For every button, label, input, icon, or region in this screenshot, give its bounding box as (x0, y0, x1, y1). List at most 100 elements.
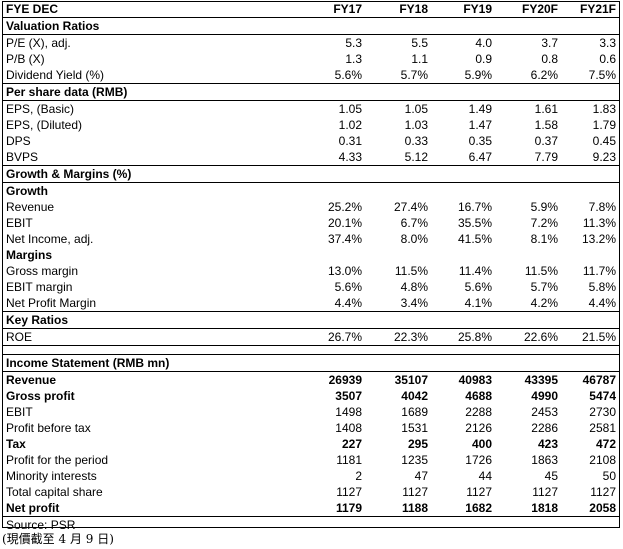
cell-value: 40983 (458, 373, 492, 387)
cell-value: 0.37 (534, 134, 558, 148)
cell-value: 1.02 (338, 118, 362, 132)
cell-value: 26.7% (302, 328, 366, 346)
row-label: EBIT (6, 216, 33, 230)
section-title: Per share data (RMB) (2, 83, 620, 101)
row-label: P/E (X), adj. (6, 36, 71, 50)
row-label: ROE (2, 328, 302, 346)
table-row: P/B (X) 1.3 1.1 0.9 0.8 0.6 (2, 51, 620, 67)
section-header: Growth & Margins (%) (2, 165, 620, 183)
cell-value: 2730 (589, 405, 616, 419)
cell-value: 2126 (465, 421, 492, 435)
cell-value: 1.47 (468, 118, 492, 132)
cell-value: 20.1% (327, 216, 362, 230)
cell-value: 1.05 (338, 102, 362, 116)
cell-value: 7.2% (530, 216, 558, 230)
year-header: FY19 (432, 1, 496, 18)
cell-value: 2 (355, 469, 362, 483)
cell-value: 227 (341, 437, 362, 451)
cell-value: 5.7% (400, 68, 428, 82)
fiscal-year-label: FYE DEC (2, 1, 302, 18)
cell-value: 35107 (394, 373, 428, 387)
cell-value: 0.6 (599, 52, 616, 66)
row-label: BVPS (6, 150, 39, 164)
cell-value: 26939 (328, 373, 362, 387)
spacer-cell (2, 346, 620, 355)
table-row: Minority interests 2 47 44 45 50 (2, 468, 620, 484)
cell-value: 0.8 (541, 52, 558, 66)
table-row: Dividend Yield (%) 5.6% 5.7% 5.9% 6.2% 7.5% (2, 67, 620, 84)
cell-value: 1863 (531, 453, 558, 467)
cell-value: 0.45 (592, 134, 616, 148)
cell-value: 46787 (582, 373, 616, 387)
cell-value: 45 (544, 469, 558, 483)
section-title: Growth & Margins (%) (2, 165, 620, 183)
cell-value: 6.7% (400, 216, 428, 230)
cell-value: 5.9% (530, 200, 558, 214)
cell-value: 1127 (402, 485, 428, 499)
cell-value: 2108 (589, 453, 616, 467)
cell-value: 7.5% (588, 68, 616, 82)
table-row: Net profit 1179 1188 1682 1818 2058 (2, 500, 620, 517)
table-row: P/E (X), adj. 5.3 5.5 4.0 3.7 3.3 (2, 35, 620, 52)
cell-value: 5.6% (334, 68, 362, 82)
cell-value: 27.4% (393, 200, 428, 214)
table-row: EPS, (Basic) 1.05 1.05 1.49 1.61 1.83 (2, 101, 620, 118)
cell-value: 3.7 (541, 36, 558, 50)
cell-value: 4.33 (338, 150, 362, 164)
cell-value: 295 (407, 437, 428, 451)
cell-value: 0.9 (475, 52, 492, 66)
subsection-header: Growth (2, 183, 620, 200)
cell-value: 1127 (532, 485, 558, 499)
table-row: Total capital share 1127 1127 1127 1127 1127 (2, 484, 620, 500)
row-label: EBIT margin (6, 280, 73, 294)
section-header: Key Ratios (2, 311, 620, 329)
subsection-title: Margins (6, 248, 53, 262)
row-label: Revenue (6, 200, 55, 214)
row-label: EPS, (Diluted) (6, 118, 83, 132)
cell-value: 1127 (336, 485, 362, 499)
source-note: Source: PSR (6, 518, 76, 532)
cell-value: 5.8% (588, 280, 616, 294)
table-row: BVPS 4.33 5.12 6.47 7.79 9.23 (2, 149, 620, 166)
cell-value: 3.3 (599, 36, 616, 50)
row-label: Net profit (2, 500, 302, 517)
cell-value: 472 (595, 437, 616, 451)
cell-value: 5.3 (345, 36, 362, 50)
cell-value: 1.1 (411, 52, 428, 66)
row-label: Total capital share (6, 485, 103, 499)
cell-value: 22.6% (496, 328, 562, 346)
cell-value: 5.6% (464, 280, 492, 294)
cell-value: 5474 (589, 389, 616, 403)
cell-value: 11.5% (524, 264, 558, 278)
row-label: Net Profit Margin (6, 296, 97, 310)
cell-value: 1689 (401, 405, 428, 419)
cell-value: 25.8% (432, 328, 496, 346)
cell-value: 4.1% (464, 296, 492, 310)
table-row: Profit before tax 1408 1531 2126 2286 2581 (2, 420, 620, 436)
row-label: Revenue (6, 373, 57, 387)
cell-value: 8.0% (400, 232, 428, 246)
row-label: EPS, (Basic) (6, 102, 75, 116)
cell-value: 43395 (524, 373, 558, 387)
cell-value: 1127 (590, 485, 616, 499)
cell-value: 25.2% (327, 200, 362, 214)
cell-value: 35.5% (457, 216, 492, 230)
cell-value: 6.47 (468, 150, 492, 164)
table-row: EBIT 1498 1689 2288 2453 2730 (2, 404, 620, 420)
cell-value: 0.31 (338, 134, 362, 148)
section-header: Income Statement (RMB mn) (2, 354, 620, 372)
table-row: Profit for the period 1181 1235 1726 1863 210… (2, 452, 620, 468)
cell-value: 8.1% (530, 232, 558, 246)
cell-value: 3507 (335, 389, 362, 403)
cell-value: 2058 (562, 500, 620, 517)
cell-value: 2581 (589, 421, 616, 435)
cell-value: 7.8% (588, 200, 616, 214)
table-row: Net Income, adj. 37.4% 8.0% 41.5% 8.1% 13.2% (2, 231, 620, 247)
row-label: Gross profit (6, 389, 75, 403)
cell-value: 11.7% (582, 264, 616, 278)
cell-value: 5.12 (404, 150, 428, 164)
cell-value: 4990 (531, 389, 558, 403)
cell-value: 50 (602, 469, 616, 483)
cell-value: 2288 (465, 405, 492, 419)
section-title: Income Statement (RMB mn) (2, 354, 620, 372)
